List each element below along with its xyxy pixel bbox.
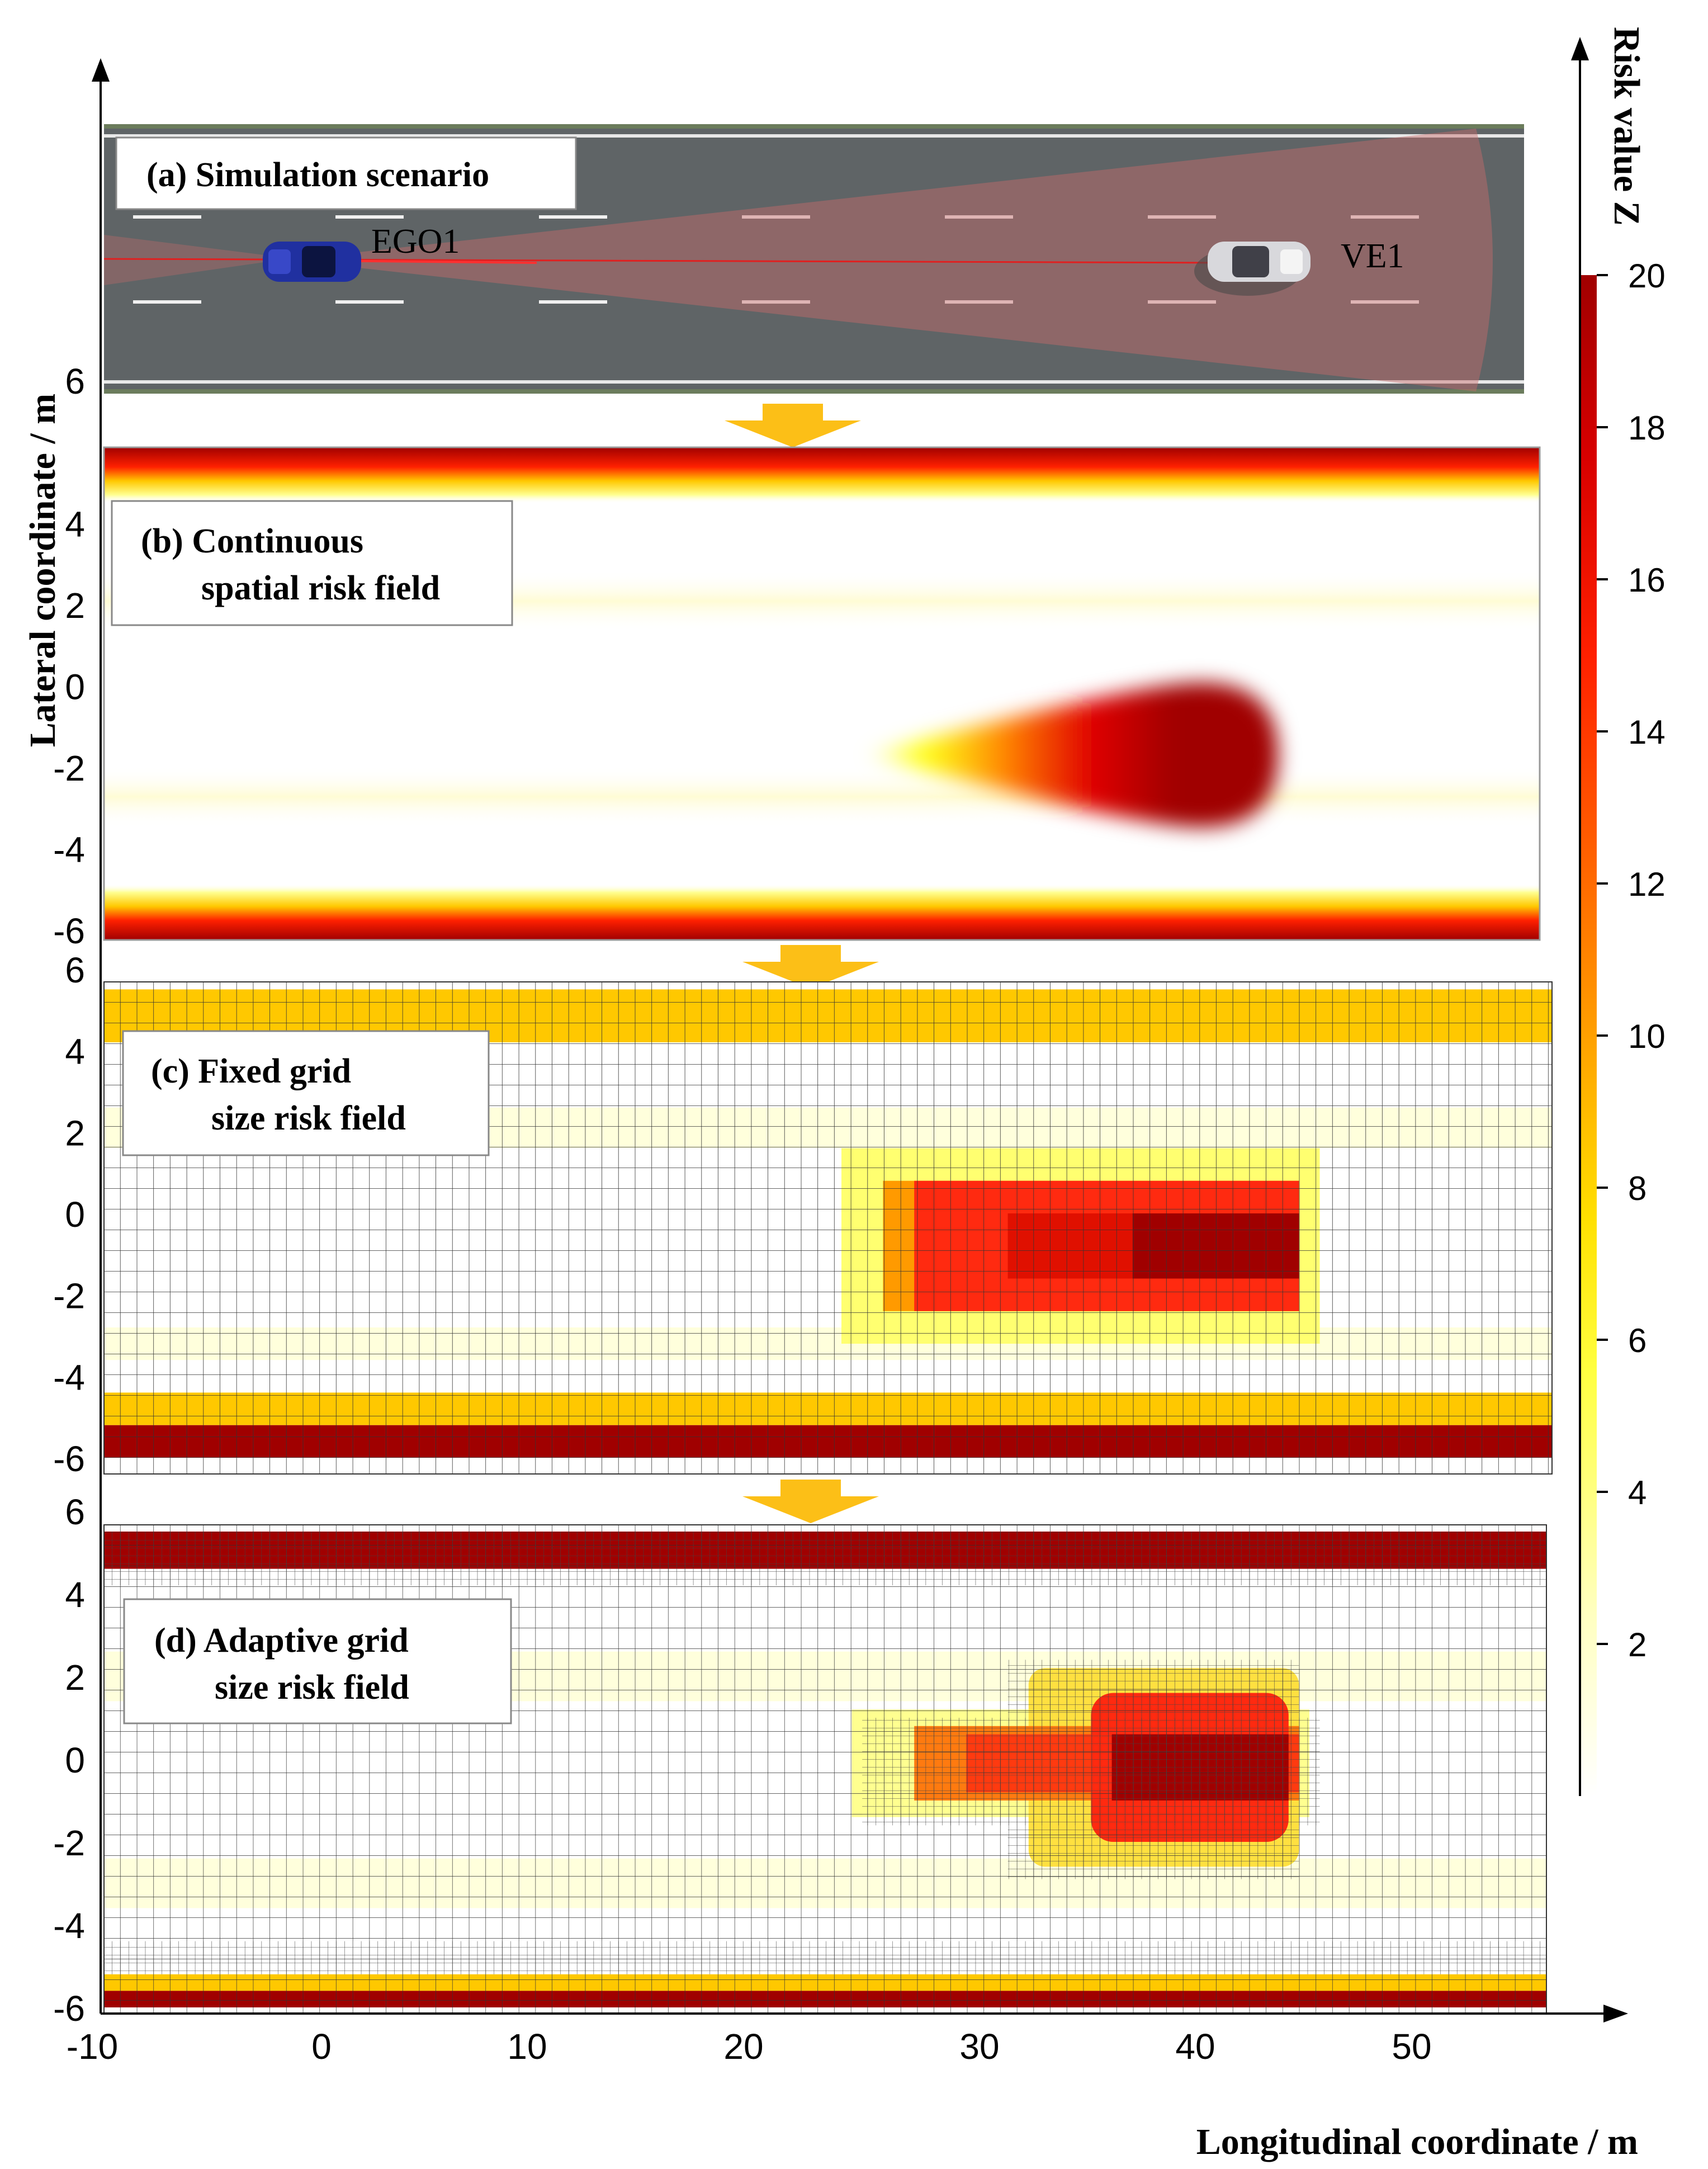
colorbar-arrowhead [1571, 37, 1589, 60]
x-tick-5: 40 [1175, 2026, 1215, 2067]
y-tick-c-1: 4 [65, 1032, 85, 1072]
y-tick-d-6: -6 [53, 1988, 85, 2029]
panel-a-y-tick: 6 [65, 361, 85, 401]
y-tick-c-0: 6 [65, 950, 85, 990]
y-tick-b-0: 4 [65, 504, 85, 545]
road-edge-bottom [104, 389, 1524, 394]
y-tick-c-4: -2 [53, 1276, 85, 1316]
y-tick-b-5: -6 [53, 911, 85, 951]
panel-c-caption-line2: size risk field [211, 1099, 406, 1137]
road-border-line-top [104, 134, 1524, 138]
y-tick-d-3: 0 [65, 1740, 85, 1780]
ve-label: VE1 [1341, 237, 1404, 275]
panel-b-frame [103, 446, 1541, 941]
panel-c-caption-line1: (c) Fixed grid [151, 1052, 351, 1090]
panel-a-simulation-scenario: EGO1 VE1 (a) Simulation scenario [103, 124, 1524, 394]
y-tick-d-1: 4 [65, 1575, 85, 1615]
arrow-a-to-b [725, 404, 861, 447]
colorbar-tick-6: 8 [1628, 1170, 1647, 1207]
ego-label: EGO1 [371, 223, 460, 261]
boundary-band-bottom [104, 884, 1540, 940]
colorbar-tick-4: 12 [1628, 866, 1666, 903]
x-tick-2: 10 [507, 2026, 547, 2067]
panel-d-caption-line2: size risk field [215, 1669, 409, 1707]
adaptive-fine-grid-1 [104, 1568, 1546, 1586]
colorbar-tick-7: 6 [1628, 1322, 1647, 1359]
y-tick-c-3: 0 [65, 1194, 85, 1235]
y-tick-d-5: -4 [53, 1906, 85, 1946]
adaptive-fine-grid-2 [104, 1941, 1546, 1974]
ego-vehicle [263, 242, 361, 282]
arrow-b-to-c [742, 945, 879, 989]
hazard-plume [862, 682, 1279, 828]
y-axis-label: Lateral coordinate / m [22, 394, 63, 747]
panel-c-caption-box [122, 1030, 490, 1156]
road-border-line-bottom [104, 380, 1524, 384]
x-tick-3: 20 [723, 2026, 763, 2067]
x-axis-arrowhead [1603, 2005, 1628, 2022]
panel-c-frame [103, 981, 1553, 1475]
y-tick-d-2: 2 [65, 1657, 85, 1698]
adaptive-fine-grid-4 [1007, 1660, 1299, 1879]
x-tick-1: 0 [311, 2026, 332, 2067]
panel-d-adaptive-grid [104, 1525, 1546, 2014]
lane-glow-lower [104, 766, 1540, 828]
colorbar-tick-3: 14 [1628, 713, 1666, 751]
x-axis-label: Longitudinal coordinate / m [1196, 2121, 1638, 2162]
y-tick-b-3: -2 [53, 748, 85, 788]
y-tick-b-2: 0 [65, 667, 85, 707]
colorbar-tick-0: 20 [1628, 257, 1666, 295]
x-tick-6: 50 [1392, 2026, 1431, 2067]
panel-b-continuous-field [104, 447, 1540, 940]
y-tick-c-5: -4 [53, 1357, 85, 1397]
colorbar: Risk value Z 20 18 16 14 12 10 8 6 4 2 [1571, 27, 1666, 1796]
ve-vehicle [1194, 242, 1310, 296]
colorbar-tick-1: 18 [1628, 409, 1666, 447]
panel-d-caption-line1: (d) Adaptive grid [154, 1622, 409, 1660]
y-tick-d-0: 6 [65, 1492, 85, 1532]
y-tick-c-2: 2 [65, 1113, 85, 1153]
y-tick-b-1: 2 [65, 585, 85, 626]
colorbar-tick-5: 10 [1628, 1018, 1666, 1055]
panel-b-caption-box [111, 500, 513, 626]
panel-b-caption-line2: spatial risk field [201, 569, 440, 607]
hazard-plume-shape [862, 682, 1279, 828]
boundary-band-top [104, 447, 1540, 503]
colorbar-tick-2: 16 [1628, 561, 1666, 599]
colorbar-gradient [1580, 275, 1597, 1796]
lane-dashes [133, 215, 1419, 304]
y-axis-arrowhead [92, 58, 110, 82]
adaptive-fine-grid-0 [104, 1532, 1546, 1569]
axes [92, 58, 1628, 2022]
road-edge-top [104, 124, 1524, 129]
y-tick-d-4: -2 [53, 1823, 85, 1863]
colorbar-title: Risk value Z [1606, 27, 1647, 226]
colorbar-tick-8: 4 [1628, 1474, 1647, 1511]
panel-b-caption-line1: (b) Continuous [141, 522, 363, 560]
panel-d-caption-box [123, 1598, 512, 1724]
sensor-detection-cone [313, 129, 1493, 391]
colorbar-tick-9: 2 [1628, 1626, 1647, 1664]
x-tick-0: -10 [67, 2026, 119, 2067]
arrow-c-to-d [742, 1480, 879, 1523]
x-tick-4: 30 [959, 2026, 999, 2067]
y-tick-b-4: -4 [53, 830, 85, 870]
panel-a-caption: (a) Simulation scenario [146, 156, 489, 194]
y-tick-c-6: -6 [53, 1439, 85, 1479]
panel-a-caption-box [115, 136, 577, 210]
